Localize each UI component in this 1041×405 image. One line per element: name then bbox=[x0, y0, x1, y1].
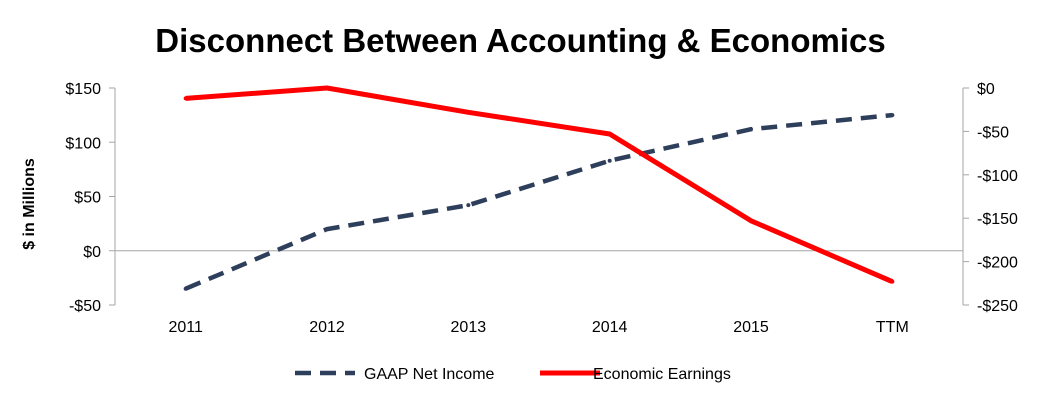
gaap-net-income-point bbox=[466, 203, 471, 208]
economic-earnings-line bbox=[185, 85, 894, 284]
x-tick-label: 2011 bbox=[168, 319, 203, 336]
y-right-tick-label: -$50 bbox=[977, 124, 1009, 141]
x-tick-label: 2014 bbox=[592, 319, 628, 336]
economic-earnings-point bbox=[607, 132, 612, 137]
chart-title: Disconnect Between Accounting & Economic… bbox=[155, 22, 886, 59]
y-right-tick-label: -$250 bbox=[977, 298, 1018, 315]
x-tick-label: 2013 bbox=[451, 319, 487, 336]
gaap-net-income-point bbox=[183, 286, 188, 291]
economic-earnings-point bbox=[183, 96, 188, 101]
gaap-net-income-point bbox=[325, 227, 329, 232]
x-tick-label: 2012 bbox=[309, 319, 345, 336]
y-right-tick-label: -$200 bbox=[977, 255, 1018, 272]
y-left-tick-label: $100 bbox=[65, 135, 101, 152]
y-right-tick-label: -$100 bbox=[977, 168, 1018, 185]
economic-earnings-point bbox=[890, 279, 895, 284]
gaap-net-income-point bbox=[607, 158, 612, 163]
x-tick-label: TTM bbox=[876, 319, 909, 336]
legend-label-economic-earnings: Economic Earnings bbox=[593, 366, 731, 383]
gaap-net-income-point bbox=[890, 113, 895, 118]
y-right-tick-label: $0 bbox=[977, 81, 995, 98]
y-right-tick-label: -$150 bbox=[977, 211, 1018, 228]
gaap-net-income-point bbox=[749, 127, 753, 132]
legend-label-gaap-net-income: GAAP Net Income bbox=[364, 366, 495, 383]
y-left-tick-label: $0 bbox=[83, 244, 101, 261]
y-left-tick-label: -$50 bbox=[69, 298, 101, 315]
economic-earnings-point bbox=[466, 110, 471, 115]
economic-earnings-point bbox=[749, 218, 753, 223]
y-left-tick-label: $150 bbox=[65, 81, 101, 98]
y-left-tick-label: $50 bbox=[74, 190, 101, 207]
economic-earnings-point bbox=[325, 86, 329, 90]
gaap-net-income-line bbox=[184, 112, 893, 291]
x-tick-label: 2015 bbox=[733, 319, 769, 336]
